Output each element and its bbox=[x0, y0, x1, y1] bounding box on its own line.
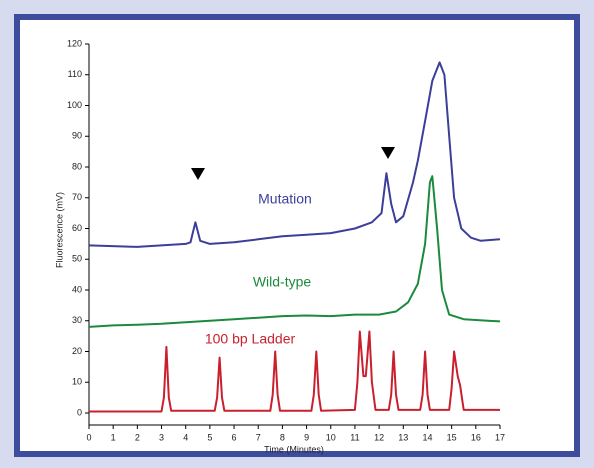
series-line bbox=[88, 61, 501, 248]
arrow-marker bbox=[191, 168, 205, 180]
y-tick-label: 70 bbox=[72, 192, 82, 202]
x-tick-label: 4 bbox=[183, 432, 188, 442]
series-line bbox=[88, 175, 501, 328]
y-axis-label: Fluorescence (mV) bbox=[54, 192, 64, 268]
x-tick-label: 5 bbox=[207, 432, 212, 442]
y-tick-label: 10 bbox=[72, 377, 82, 387]
x-tick-label: 0 bbox=[86, 432, 91, 442]
x-tick-label: 11 bbox=[350, 432, 359, 442]
arrow-marker bbox=[381, 147, 395, 159]
x-tick-label: 10 bbox=[326, 432, 336, 442]
x-tick-label: 2 bbox=[135, 432, 140, 442]
x-tick-label: 14 bbox=[422, 432, 432, 442]
x-tick-label: 6 bbox=[232, 432, 237, 442]
x-tick-label: 16 bbox=[471, 432, 481, 442]
x-tick-label: 8 bbox=[280, 432, 285, 442]
x-tick-label: 7 bbox=[256, 432, 261, 442]
x-tick-label: 1 bbox=[111, 432, 116, 442]
y-tick-label: 90 bbox=[72, 131, 82, 141]
y-tick-label: 50 bbox=[72, 254, 82, 264]
y-tick-label: 30 bbox=[72, 315, 82, 325]
x-tick-label: 3 bbox=[159, 432, 164, 442]
y-tick-label: 100 bbox=[67, 100, 82, 110]
x-axis-label: Time (Minutes) bbox=[264, 444, 324, 454]
x-tick-label: 15 bbox=[447, 432, 457, 442]
y-tick-label: 0 bbox=[77, 407, 82, 417]
series-label: Mutation bbox=[258, 191, 312, 207]
series-label: 100 bp Ladder bbox=[205, 331, 296, 347]
y-tick-label: 20 bbox=[72, 346, 82, 356]
y-tick-label: 40 bbox=[72, 284, 82, 294]
series-line bbox=[89, 330, 500, 413]
y-tick-label: 120 bbox=[67, 38, 82, 48]
x-tick-label: 9 bbox=[304, 432, 309, 442]
x-tick-label: 12 bbox=[374, 432, 384, 442]
y-tick-label: 110 bbox=[68, 69, 82, 79]
series-label: Wild-type bbox=[253, 274, 312, 290]
y-tick-label: 80 bbox=[72, 161, 82, 171]
y-tick-label: 60 bbox=[72, 223, 82, 233]
x-tick-label: 13 bbox=[398, 432, 408, 442]
x-tick-label: 17 bbox=[495, 432, 505, 442]
